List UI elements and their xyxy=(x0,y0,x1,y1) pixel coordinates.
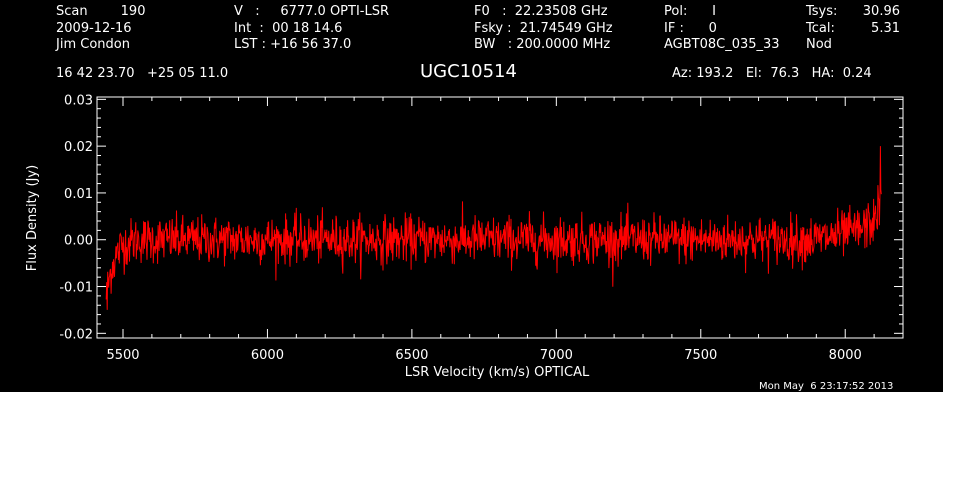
tsys-label: Tsys: xyxy=(806,4,838,19)
y-tick-label: 0.00 xyxy=(64,234,93,249)
velocity-readout: V : 6777.0 OPTI-LSR xyxy=(234,4,390,19)
x-tick-label: 6000 xyxy=(251,348,284,363)
obs-date: 2009-12-16 xyxy=(56,21,132,36)
x-tick-label: 5500 xyxy=(106,348,139,363)
plot-window: Scan 190 2009-12-16 Jim Condon V : 6777.… xyxy=(0,0,943,392)
x-tick-label: 7500 xyxy=(684,348,717,363)
tsys-value: 30.96 xyxy=(862,4,900,19)
lst-readout: LST : +16 56 37.0 xyxy=(234,37,352,52)
bandwidth: BW : 200.0000 MHz xyxy=(474,37,611,52)
scan-label: Scan 190 xyxy=(56,4,146,19)
spectrum-chart: 5500 6000 6500 7000 7500 8000 -0.02 -0.01 0.00 0… xyxy=(25,93,904,380)
y-tick-label: -0.02 xyxy=(59,327,93,342)
x-tick-label: 7000 xyxy=(540,348,573,363)
x-tick-label: 6500 xyxy=(395,348,428,363)
plot-frame xyxy=(96,96,904,339)
sky-frequency: Fsky : 21.74549 GHz xyxy=(474,21,613,36)
source-name: UGC10514 xyxy=(420,61,517,82)
if-number: IF : 0 xyxy=(664,21,717,36)
y-tick-label: 0.03 xyxy=(64,93,93,108)
switching-mode: Nod xyxy=(806,37,832,52)
flux-spectrum-line xyxy=(105,146,882,310)
render-timestamp: Mon May 6 23:17:52 2013 xyxy=(759,381,894,392)
rest-frequency: F0 : 22.23508 GHz xyxy=(474,4,608,19)
polarization: Pol: I xyxy=(664,4,716,19)
tcal-label: Tcal: xyxy=(806,21,835,36)
y-tick-label: -0.01 xyxy=(59,281,93,296)
observer-name: Jim Condon xyxy=(56,37,130,52)
y-tick-label: 0.02 xyxy=(64,140,93,155)
y-tick-label: 0.01 xyxy=(64,187,93,202)
az-el-ha-readout: Az: 193.2 El: 76.3 HA: 0.24 xyxy=(672,66,872,81)
x-axis-label: LSR Velocity (km/s) OPTICAL xyxy=(405,365,590,380)
integration-time: Int : 00 18 14.6 xyxy=(234,21,343,36)
project-id: AGBT08C_035_33 xyxy=(664,37,780,52)
x-tick-label: 8000 xyxy=(829,348,862,363)
y-axis-label: Flux Density (Jy) xyxy=(25,165,40,271)
tcal-value: 5.31 xyxy=(871,21,900,36)
source-coordinates: 16 42 23.70 +25 05 11.0 xyxy=(56,66,229,81)
